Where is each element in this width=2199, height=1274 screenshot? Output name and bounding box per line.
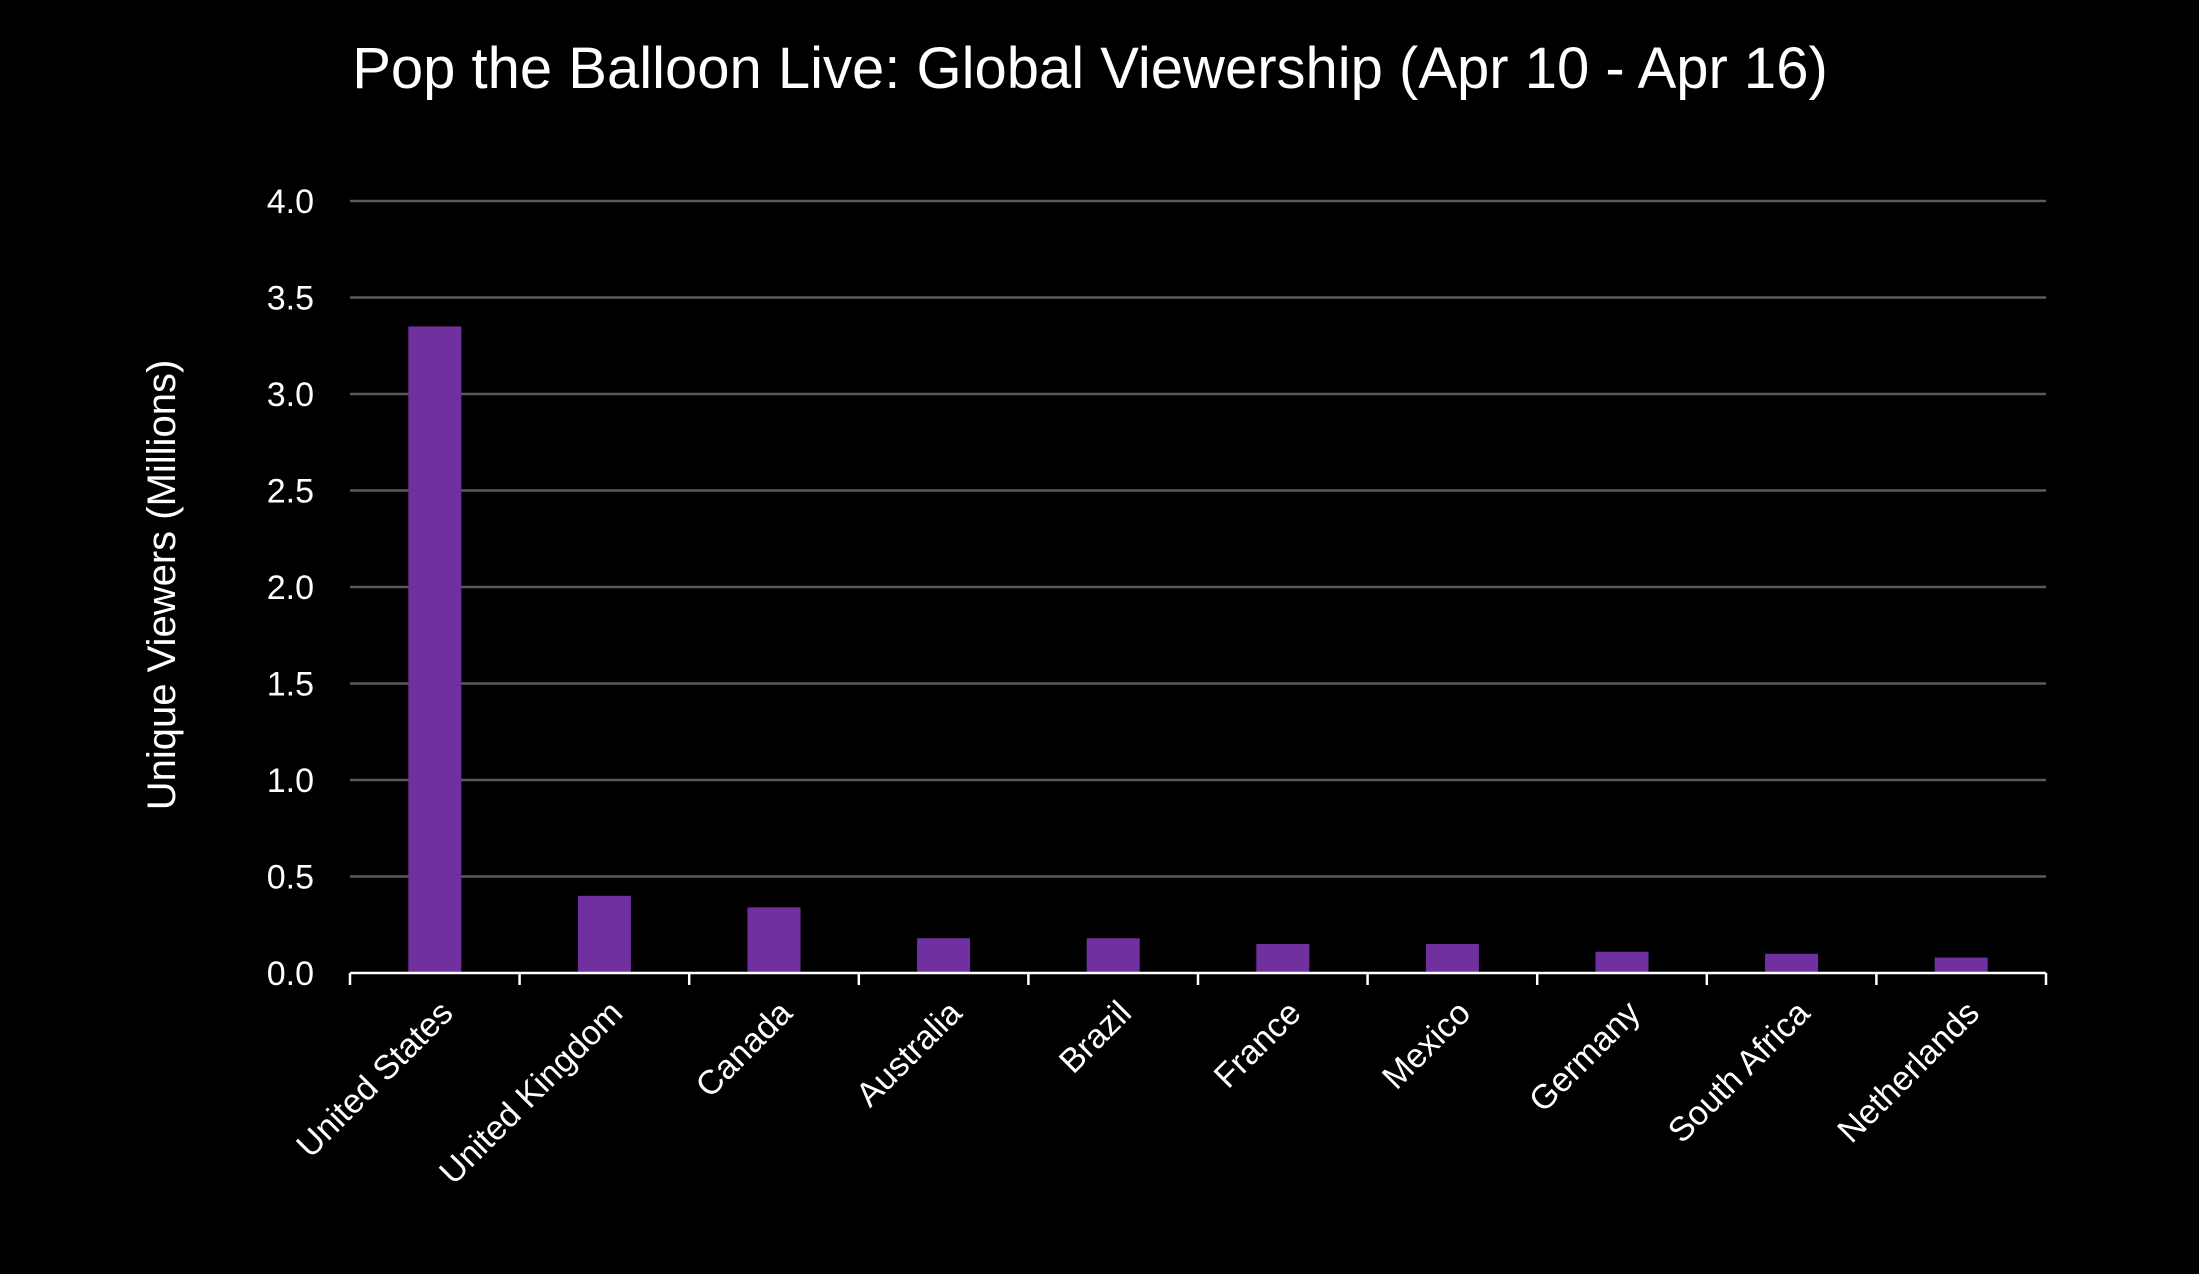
y-tick-label: 0.5 xyxy=(267,859,314,897)
y-tick-label: 3.5 xyxy=(267,280,314,318)
y-tick-label: 4.0 xyxy=(267,183,314,221)
x-tick-label: Mexico xyxy=(1375,994,1478,1097)
bar xyxy=(1256,944,1310,973)
x-tick-label: Canada xyxy=(689,994,800,1105)
bar xyxy=(577,895,631,973)
x-tick-label: United States xyxy=(289,994,460,1165)
x-tick-label: United Kingdom xyxy=(432,994,630,1192)
bar xyxy=(408,326,462,973)
bars xyxy=(408,326,1988,973)
bar xyxy=(1934,957,1988,973)
x-tick-label: Brazil xyxy=(1052,994,1139,1081)
y-tick-label: 0.0 xyxy=(267,955,314,993)
x-tick-label: France xyxy=(1207,994,1309,1096)
x-axis xyxy=(348,971,2048,985)
x-tick-label: Netherlands xyxy=(1830,994,1987,1151)
y-axis-label: Unique Viewers (Millions) xyxy=(140,360,184,811)
bar xyxy=(1765,953,1819,973)
gridlines xyxy=(350,199,2046,878)
bar xyxy=(747,907,801,973)
chart-title: Pop the Balloon Live: Global Viewership … xyxy=(352,36,1828,101)
x-tick-label: Germany xyxy=(1522,994,1648,1120)
x-tick-label: South Africa xyxy=(1661,994,1818,1151)
bar xyxy=(1425,944,1479,973)
y-tick-label: 1.5 xyxy=(267,666,314,704)
bar xyxy=(1086,938,1140,973)
y-tick-label: 2.5 xyxy=(267,473,314,511)
bar xyxy=(917,938,971,973)
bar xyxy=(1595,951,1649,973)
y-tick-label: 3.0 xyxy=(267,376,314,414)
x-tick-label: Australia xyxy=(849,994,969,1114)
y-axis-ticks: 0.0 0.5 1.0 1.5 2.0 2.5 3.0 3.5 4.0 xyxy=(267,183,314,993)
y-tick-label: 1.0 xyxy=(267,762,314,800)
y-tick-label: 2.0 xyxy=(267,569,314,607)
